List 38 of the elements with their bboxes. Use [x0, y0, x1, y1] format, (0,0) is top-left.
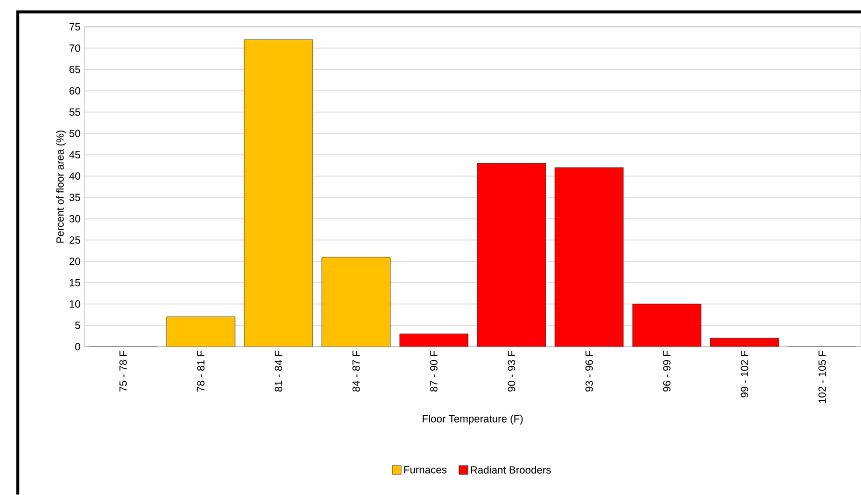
bar	[710, 338, 779, 347]
x-tick-label: 84 - 87 F	[352, 350, 360, 392]
x-tick-label: 102 - 105 F	[818, 350, 826, 404]
y-tick-label: 65	[70, 66, 80, 74]
y-axis-title: Percent of floor area (%)	[56, 130, 66, 243]
y-tick-label: 60	[70, 87, 80, 95]
y-tick-label: 10	[70, 300, 80, 308]
y-tick-label: 40	[69, 172, 80, 180]
y-tick-label: 55	[69, 108, 80, 116]
x-tick-label: 93 - 96 F	[585, 350, 593, 392]
y-tick-label: 5	[75, 322, 80, 330]
legend-label: Furnaces	[404, 466, 446, 474]
x-axis-title: Floor Temperature (F)	[422, 414, 523, 425]
y-tick-label: 75	[70, 23, 80, 31]
legend-label: Radiant Brooders	[470, 466, 551, 474]
y-tick-label: 20	[70, 258, 80, 266]
y-tick-label: 30	[69, 215, 80, 223]
x-tick-label: 78 - 81 F	[197, 350, 204, 392]
bar	[400, 334, 468, 347]
x-tick-label: 90 - 93 F	[508, 350, 516, 392]
x-tick-label: 81 - 84 F	[274, 350, 282, 392]
x-tick-label: 96 - 99 F	[663, 350, 671, 392]
y-tick-label: 25	[70, 236, 80, 244]
bar	[554, 168, 624, 347]
y-tick-label: 45	[69, 151, 80, 159]
y-tick-label: 35	[69, 194, 80, 202]
x-tick-label: 99 - 102 F	[740, 350, 748, 398]
bar	[244, 40, 313, 347]
y-tick-label: 15	[70, 279, 80, 286]
bar	[322, 257, 391, 347]
y-tick-label: 0	[75, 343, 80, 351]
y-tick-label: 50	[69, 130, 80, 138]
bar	[632, 304, 702, 347]
x-tick-label: 87 - 90 F	[430, 350, 438, 392]
y-tick-label: 70	[70, 44, 80, 52]
x-tick-label: 75 - 78 F	[119, 350, 127, 392]
bar	[166, 316, 236, 347]
bar	[477, 163, 546, 347]
